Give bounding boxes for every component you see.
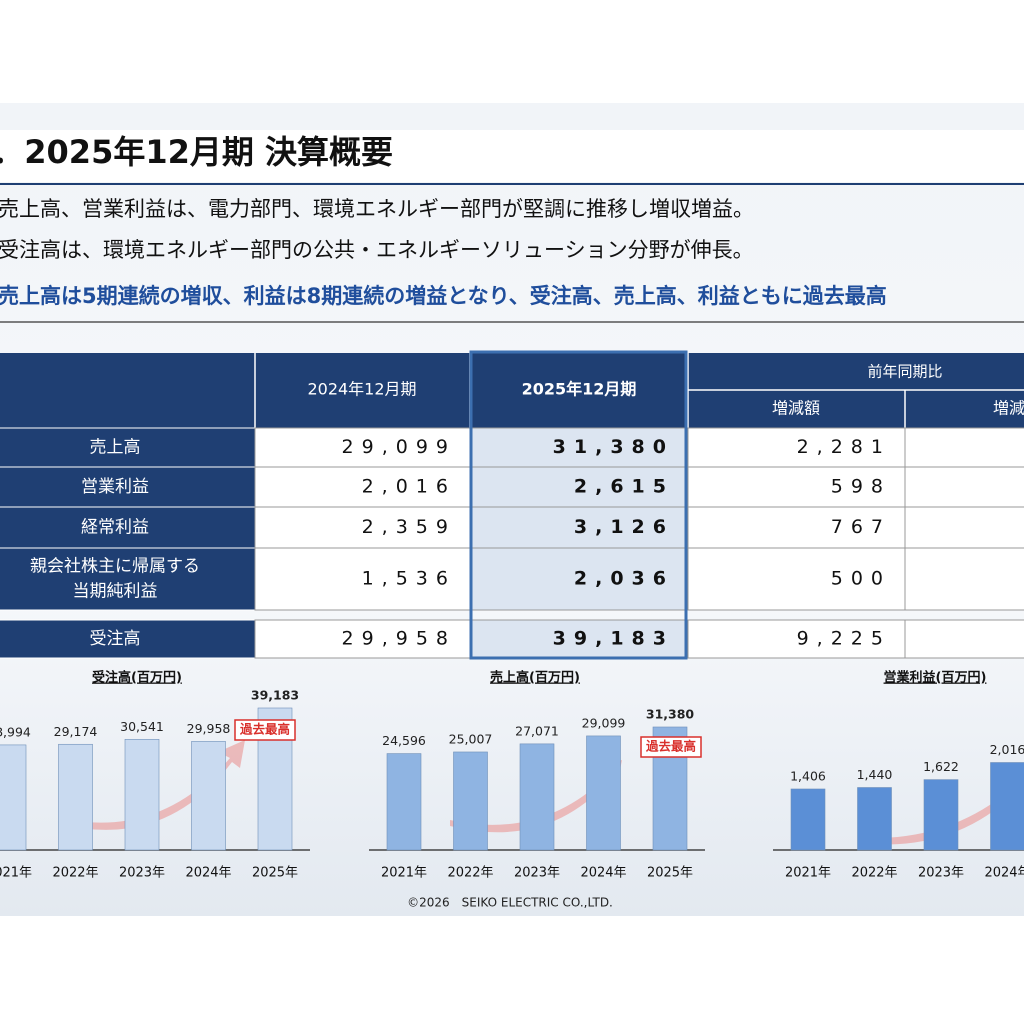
cell-value: 31,380 (553, 436, 674, 458)
x-tick-label: 2021年 (381, 866, 427, 881)
bar (58, 743, 93, 851)
bar (124, 739, 160, 851)
row-label: 経常利益 (81, 518, 149, 538)
footer: ©2026 SEIKO ELECTRIC CO.,LTD. (407, 896, 613, 910)
bar (790, 788, 826, 851)
value-label: 28,994 (0, 724, 31, 739)
x-tick-label: 2023年 (514, 866, 560, 881)
x-tick-label: 2021年 (785, 866, 831, 881)
column-header: 2025年12月期 (522, 380, 637, 399)
x-tick-label: 2025年 (252, 866, 298, 881)
charts: 受注高(百万円) 28,994 2021年 29,174 2022年 30,541 2023… (0, 670, 1024, 881)
cell-value: 598 (831, 476, 891, 498)
column-header: 増減率 (993, 399, 1024, 418)
bar (386, 753, 422, 851)
x-tick-label: 2022年 (447, 866, 493, 881)
row-label: 営業利益 (81, 477, 149, 497)
x-tick-label: 2023年 (119, 866, 165, 881)
bar (990, 762, 1024, 851)
cell-value: 500 (831, 568, 891, 590)
bar (453, 751, 488, 851)
value-label: 1,622 (923, 759, 959, 774)
row-label-cell (0, 466, 256, 508)
cell-value: 2,615 (574, 476, 674, 498)
cell-value: 2,036 (574, 568, 674, 590)
value-label: 30,541 (120, 719, 164, 734)
cell-value: 2,281 (797, 436, 891, 458)
record-badge-text: 過去最高 (239, 722, 290, 737)
cell-value: 29,099 (342, 436, 456, 458)
x-tick-label: 2024年 (580, 866, 626, 881)
cell-value: 29,958 (342, 628, 456, 650)
value-label: 39,183 (251, 688, 299, 703)
bar (0, 744, 27, 851)
slide-title: 1．2025年12月期 決算概要 (0, 133, 393, 171)
column-header: 2024年12月期 (307, 380, 416, 399)
cell-value: 39,183 (553, 628, 674, 650)
row-label-cell (0, 506, 256, 549)
bar (191, 741, 226, 851)
row-label-cell (0, 427, 256, 468)
value-label: 27,071 (515, 723, 559, 738)
row-label: 売上高 (90, 438, 141, 458)
highlight-cell (469, 427, 689, 468)
value-label: 29,099 (582, 715, 626, 730)
row-label: 当期純利益 (73, 582, 158, 602)
value-label: 29,174 (54, 724, 98, 739)
row-label: 親会社株主に帰属する (30, 557, 200, 577)
value-label: 2,016 (990, 742, 1024, 757)
x-tick-label: 2021年 (0, 866, 32, 881)
x-tick-label: 2022年 (851, 866, 897, 881)
highlight-cell (469, 619, 689, 659)
record-badge (640, 736, 702, 758)
x-tick-label: 2024年 (185, 866, 231, 881)
column-header: 増減額 (772, 399, 820, 418)
value-label: 31,380 (646, 706, 695, 721)
chart-title: 営業利益(百万円) (884, 670, 987, 686)
bullet: 受注高は、環境エネルギー部門の公共・エネルギーソリューション分野が伸長。 (0, 238, 754, 262)
value-label: 24,596 (382, 733, 426, 748)
x-tick-label: 2022年 (52, 866, 98, 881)
cell-value: 2,016 (362, 476, 456, 498)
record-badge (234, 719, 296, 741)
value-label: 1,440 (857, 767, 893, 782)
cell-value: 9,225 (797, 628, 891, 650)
bar (519, 743, 555, 851)
record-badge-text: 過去最高 (645, 739, 696, 754)
value-label: 25,007 (449, 731, 493, 746)
x-tick-label: 2023年 (918, 866, 964, 881)
row-label-cell (0, 547, 256, 611)
column-header: 前年同期比 (867, 363, 942, 381)
bullet-highlight: 売上高は5期連続の増収、利益は8期連続の増益となり、受注高、売上高、利益ともに過… (0, 284, 887, 308)
chart-title: 売上高(百万円) (490, 670, 580, 686)
highlight-cell (469, 547, 689, 611)
bar (923, 779, 959, 851)
value-label: 1,406 (790, 768, 826, 783)
cell-value: 1,536 (362, 568, 456, 590)
value-label: 29,958 (187, 721, 231, 736)
x-tick-label: 2025年 (647, 866, 693, 881)
bar (586, 735, 621, 851)
row-label: 受注高 (90, 629, 141, 649)
bar (857, 787, 892, 851)
chart-title: 受注高(百万円) (92, 670, 182, 686)
row-label-cell (0, 619, 256, 659)
title-band (0, 130, 1024, 182)
highlight-frame (469, 350, 688, 660)
bullet: 売上高、営業利益は、電力部門、環境エネルギー部門が堅調に推移し増収増益。 (0, 197, 754, 221)
x-tick-label: 2024年 (984, 866, 1024, 881)
cell-value: 3,126 (574, 516, 674, 538)
cell-value: 2,359 (362, 516, 456, 538)
highlight-cell (469, 506, 689, 549)
cell-value: 767 (831, 516, 891, 538)
